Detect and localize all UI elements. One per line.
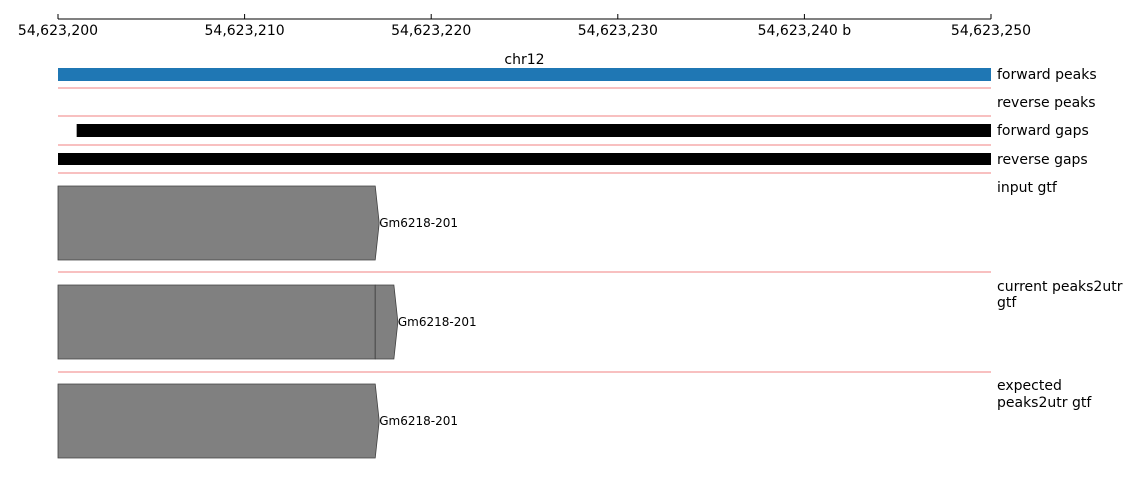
track-label-reverse-peaks: reverse peaks bbox=[997, 95, 1096, 111]
track-label-forward-gaps: forward gaps bbox=[997, 123, 1089, 139]
axis-tick-label: 54,623,210 bbox=[205, 23, 285, 39]
axis-tick-label: 54,623,230 bbox=[578, 23, 658, 39]
gene-feature-label: Gm6218-201 bbox=[379, 414, 458, 428]
axis-tick-label: 54,623,250 bbox=[951, 23, 1031, 39]
axis-tick-label: 54,623,200 bbox=[18, 23, 98, 39]
gene-feature-block bbox=[57, 185, 380, 261]
track-label-expected-gtf-line-2: peaks2utr gtf bbox=[997, 395, 1092, 411]
track-label-reverse-gaps: reverse gaps bbox=[997, 152, 1088, 168]
chromosome-label: chr12 bbox=[504, 52, 544, 68]
axis-tick-label: 54,623,220 bbox=[391, 23, 471, 39]
axis-tick-label: 54,623,240 b bbox=[758, 23, 852, 39]
gene-feature-label: Gm6218-201 bbox=[398, 315, 477, 329]
track-label-current-gtf-line-2: gtf bbox=[997, 295, 1017, 311]
track-label-forward-peaks: forward peaks bbox=[997, 67, 1097, 83]
feature-tracks: Gm6218-201 Gm6218-201 Gm6218-201 bbox=[57, 185, 477, 459]
track-label-current-gtf-line-1: current peaks2utr bbox=[997, 279, 1123, 295]
gene-feature-label: Gm6218-201 bbox=[379, 216, 458, 230]
track-separators bbox=[58, 87, 991, 373]
coordinate-axis: 54,623,200 54,623,210 54,623,220 54,623,230… bbox=[18, 14, 1031, 39]
track-label-input-gtf: input gtf bbox=[997, 180, 1058, 196]
interval-tracks bbox=[58, 68, 991, 165]
forward-peaks-interval bbox=[58, 68, 991, 81]
gene-feature-block bbox=[374, 284, 399, 360]
gene-feature-block bbox=[57, 383, 380, 459]
track-label-expected-gtf-line-1: expected bbox=[997, 378, 1062, 394]
reverse-gaps-interval bbox=[58, 153, 991, 165]
gene-feature-block bbox=[57, 284, 376, 360]
forward-gaps-interval bbox=[76, 124, 991, 137]
